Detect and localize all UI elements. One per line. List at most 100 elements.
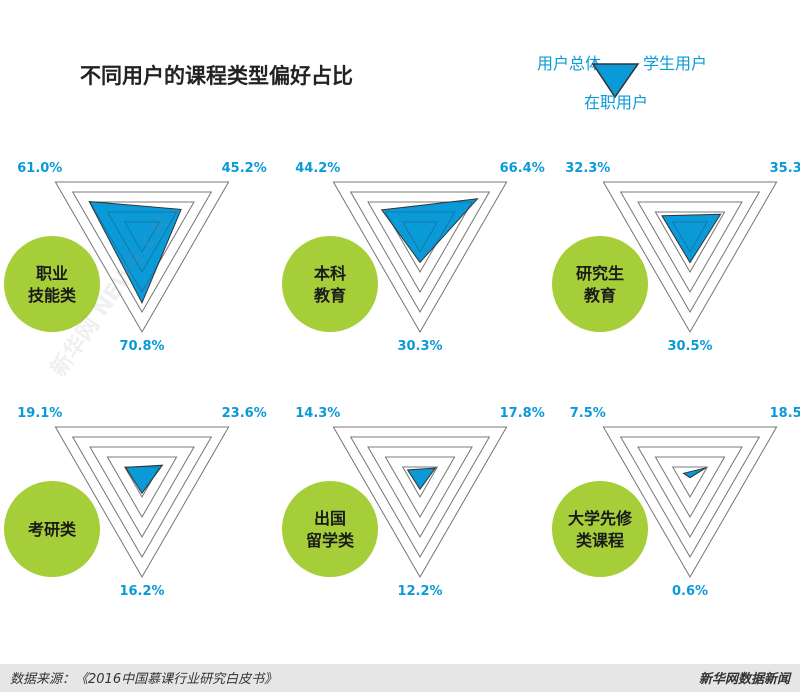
- category-label: 出国: [314, 509, 346, 528]
- radar-grid-overlay: [124, 221, 160, 253]
- radar-grid-overlay: [72, 191, 212, 313]
- category-badge: [282, 481, 378, 577]
- legend-triangle-icon: [591, 63, 640, 99]
- footer: 数据来源：《2016中国慕课行业研究白皮书》 新华网数据新闻: [0, 664, 800, 692]
- value-label: 70.8%: [119, 339, 164, 354]
- radar-grid-overlay: [54, 426, 230, 578]
- footer-bar: [0, 664, 800, 692]
- radar-grid-overlay: [620, 436, 760, 558]
- value-label: 45.2%: [222, 161, 267, 176]
- radar-grid-ring: [54, 426, 230, 579]
- radar-grid-ring: [106, 456, 178, 519]
- radar-data-area: [380, 198, 479, 264]
- radar-grid-overlay: [350, 436, 490, 558]
- value-label: 14.3%: [295, 406, 340, 421]
- radar-grid-overlay: [602, 181, 778, 333]
- radar-grid-ring: [332, 181, 508, 334]
- radar-data-area: [661, 213, 722, 264]
- value-label: 66.4%: [500, 161, 545, 176]
- category-label: 教育: [584, 286, 616, 305]
- radar-grid-overlay: [54, 181, 230, 333]
- radar-data-area: [682, 467, 707, 479]
- value-label: 23.6%: [222, 406, 267, 421]
- value-label: 32.3%: [565, 161, 610, 176]
- radar-grid-ring: [637, 446, 743, 538]
- radar-grid-ring: [71, 436, 213, 558]
- radar-grid-ring: [367, 446, 473, 538]
- radar-grid-overlay: [384, 211, 456, 273]
- value-label: 12.2%: [397, 584, 442, 599]
- category-label: 留学类: [306, 531, 355, 550]
- category-badge: [552, 236, 648, 332]
- radar-grid-overlay: [350, 191, 490, 313]
- category-badge: [4, 236, 100, 332]
- radar-grid-overlay: [602, 426, 778, 578]
- value-label: 19.1%: [17, 406, 62, 421]
- radar-grid-overlay: [384, 456, 456, 518]
- radar-grid-overlay: [106, 456, 178, 518]
- radar-data-area: [124, 464, 164, 495]
- radar-grid-ring: [602, 181, 778, 334]
- value-label: 30.5%: [667, 339, 712, 354]
- legend-label-employed: 在职用户: [584, 93, 648, 112]
- radar-chart: 19.1% 23.6% 16.2% 考研类: [4, 406, 267, 599]
- radar-grid-overlay: [402, 221, 438, 253]
- radar-grid-ring: [54, 181, 230, 334]
- radar-grid-overlay: [332, 181, 508, 333]
- radar-grid-overlay: [637, 446, 743, 538]
- chart-title: 不同用户的课程类型偏好占比: [80, 64, 353, 88]
- radar-grid-overlay: [124, 466, 160, 498]
- category-label: 大学先修: [568, 509, 633, 528]
- radar-grid-ring: [71, 191, 213, 313]
- radar-grid-ring: [671, 466, 709, 499]
- category-label: 本科: [314, 264, 346, 283]
- value-label: 17.8%: [500, 406, 545, 421]
- category-badge: [4, 481, 100, 577]
- category-label: 教育: [314, 286, 346, 305]
- radar-grid-overlay: [620, 191, 760, 313]
- radar-grid-overlay: [402, 466, 438, 498]
- radar-grid-overlay: [89, 446, 195, 538]
- radar-grid-overlay: [654, 456, 726, 518]
- radar-grid-ring: [401, 466, 439, 499]
- radar-grid-ring: [654, 456, 726, 519]
- category-label: 研究生: [576, 264, 624, 283]
- radar-grid-overlay: [89, 201, 195, 293]
- radar-grid-overlay: [72, 436, 212, 558]
- radar-grid-ring: [349, 191, 491, 313]
- radar-grid-ring: [89, 446, 195, 538]
- footer-brand: 新华网数据新闻: [699, 671, 792, 687]
- legend-label-students: 学生用户: [643, 54, 707, 73]
- value-label: 16.2%: [119, 584, 164, 599]
- radar-grid-overlay: [637, 201, 743, 293]
- radar-grid-ring: [349, 436, 491, 558]
- value-label: 30.3%: [397, 339, 442, 354]
- radar-grid-overlay: [106, 211, 178, 273]
- value-label: 35.3%: [770, 161, 800, 176]
- value-label: 44.2%: [295, 161, 340, 176]
- radar-grid-ring: [332, 426, 508, 579]
- value-label: 0.6%: [672, 584, 708, 599]
- radar-grid-overlay: [367, 446, 473, 538]
- category-label: 考研类: [28, 520, 77, 539]
- radar-grid-overlay: [672, 466, 708, 498]
- radar-grid-overlay: [654, 211, 726, 273]
- footer-source: 数据来源：《2016中国慕课行业研究白皮书》: [10, 671, 277, 687]
- radar-grid-overlay: [332, 426, 508, 578]
- category-badge: [552, 481, 648, 577]
- value-label: 7.5%: [570, 406, 606, 421]
- radar-data-area: [406, 467, 437, 491]
- radar-data-area: [88, 200, 182, 304]
- radar-grid-ring: [637, 201, 743, 293]
- radar-grid-ring: [619, 436, 761, 558]
- category-label: 职业: [36, 264, 68, 283]
- radar-grid-overlay: [672, 221, 708, 253]
- value-label: 18.5%: [770, 406, 800, 421]
